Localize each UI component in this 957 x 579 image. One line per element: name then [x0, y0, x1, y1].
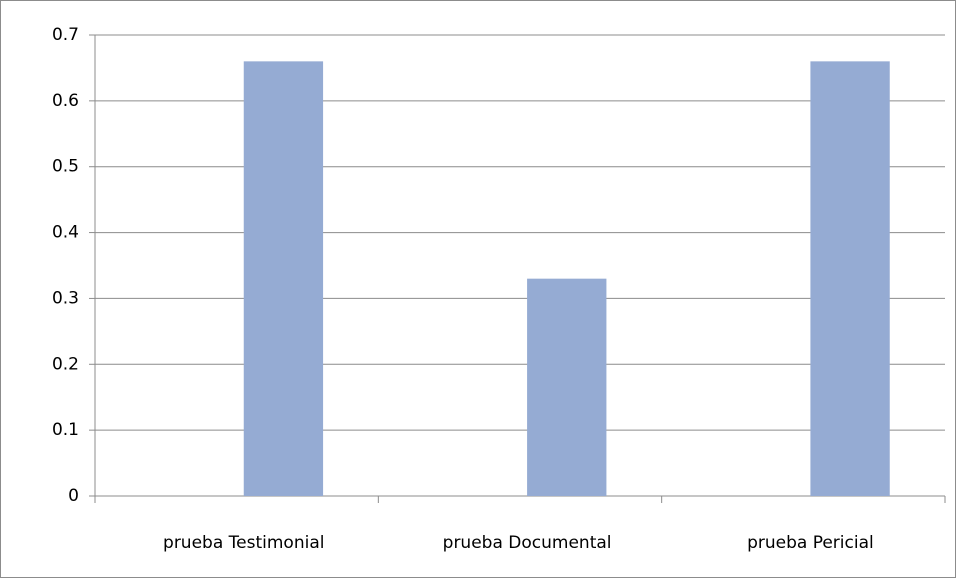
y-tick-label: 0.1	[52, 420, 79, 440]
y-tick-label: 0.2	[52, 354, 79, 374]
y-tick-label: 0	[68, 486, 79, 506]
x-tick-label: prueba Testimonial	[163, 533, 324, 553]
x-tick-label: prueba Documental	[443, 533, 612, 553]
y-tick-label: 0.5	[52, 157, 79, 177]
bar	[243, 61, 324, 496]
bar	[527, 278, 607, 496]
y-tick-label: 0.4	[52, 223, 79, 243]
y-tick-label: 0.6	[52, 91, 79, 111]
x-tick-label: prueba Pericial	[747, 533, 874, 553]
y-tick-label: 0.3	[52, 288, 79, 308]
y-tick-label: 0.7	[52, 25, 79, 45]
bar	[810, 61, 890, 496]
